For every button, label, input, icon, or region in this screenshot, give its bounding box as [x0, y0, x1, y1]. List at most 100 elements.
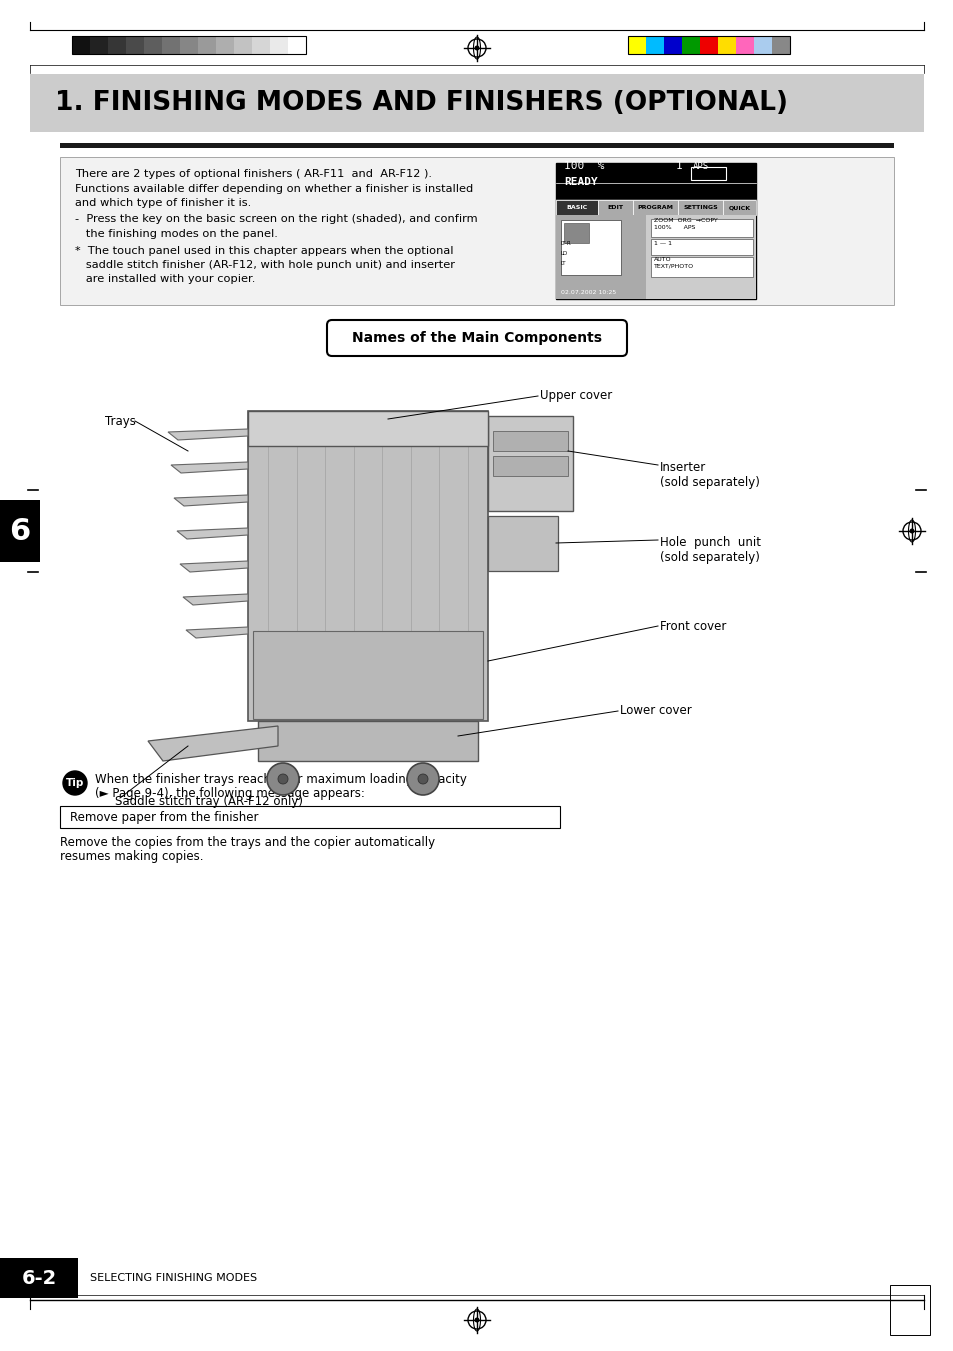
Polygon shape	[173, 494, 248, 507]
Bar	[162, 36, 180, 54]
Bar	[556, 215, 645, 299]
Bar	[71, 36, 90, 54]
Text: 02.07.2002 10:25: 02.07.2002 10:25	[560, 290, 616, 295]
Bar	[60, 157, 893, 305]
Bar	[645, 36, 663, 54]
Text: APS: APS	[692, 162, 708, 172]
Bar	[753, 36, 771, 54]
Circle shape	[63, 771, 87, 794]
Bar	[198, 36, 215, 54]
Polygon shape	[183, 594, 248, 605]
Polygon shape	[177, 528, 248, 539]
Bar	[0, 500, 40, 562]
Text: 6-2: 6-2	[21, 1269, 56, 1288]
Bar	[681, 36, 700, 54]
Bar	[556, 200, 755, 215]
Circle shape	[277, 774, 288, 784]
Text: QUICK: QUICK	[728, 205, 750, 209]
Text: LT: LT	[560, 261, 566, 266]
Bar	[270, 36, 288, 54]
Text: resumes making copies.: resumes making copies.	[60, 850, 203, 863]
Bar	[889, 1285, 929, 1335]
Bar	[556, 215, 755, 299]
Bar	[690, 168, 725, 180]
Text: SELECTING FINISHING MODES: SELECTING FINISHING MODES	[90, 1273, 257, 1283]
Text: Upper cover: Upper cover	[539, 389, 612, 403]
Bar	[633, 200, 678, 215]
Text: Trays: Trays	[105, 415, 135, 427]
Bar	[90, 36, 108, 54]
Text: READY: READY	[563, 177, 598, 186]
Text: There are 2 types of optional finishers ( AR-F11  and  AR-F12 ).: There are 2 types of optional finishers …	[75, 169, 432, 178]
Polygon shape	[180, 561, 248, 571]
Polygon shape	[186, 627, 248, 638]
Text: Hole  punch  unit
(sold separately): Hole punch unit (sold separately)	[659, 536, 760, 563]
Polygon shape	[148, 725, 277, 761]
Bar	[493, 431, 567, 451]
Bar	[627, 36, 789, 54]
Text: Remove paper from the finisher: Remove paper from the finisher	[70, 811, 258, 824]
Text: Remove the copies from the trays and the copier automatically: Remove the copies from the trays and the…	[60, 836, 435, 848]
Text: ZOOM  ORG  →COPY: ZOOM ORG →COPY	[654, 218, 717, 223]
Text: Saddle stitch tray (AR-F12 only): Saddle stitch tray (AR-F12 only)	[115, 794, 303, 808]
Bar	[650, 219, 752, 236]
Polygon shape	[171, 462, 248, 473]
Text: Lower cover: Lower cover	[619, 704, 691, 717]
Bar	[71, 36, 306, 54]
Bar	[650, 239, 752, 255]
Bar	[700, 36, 718, 54]
Text: (► Page 9-4), the following message appears:: (► Page 9-4), the following message appe…	[95, 788, 364, 800]
Bar	[598, 200, 633, 215]
Text: SETTINGS: SETTINGS	[682, 205, 717, 209]
Circle shape	[908, 528, 914, 534]
Text: BASIC: BASIC	[566, 205, 587, 209]
Bar	[248, 411, 488, 721]
Bar	[627, 36, 645, 54]
Bar	[493, 457, 567, 476]
Bar	[108, 36, 126, 54]
Bar	[560, 220, 620, 276]
Bar	[556, 200, 598, 215]
Circle shape	[474, 1317, 479, 1323]
Polygon shape	[168, 430, 248, 440]
Bar	[248, 411, 488, 446]
Text: LT-R: LT-R	[560, 240, 571, 246]
Bar	[722, 200, 755, 215]
Circle shape	[417, 774, 428, 784]
Bar	[678, 200, 722, 215]
Text: Names of the Main Components: Names of the Main Components	[352, 331, 601, 345]
Circle shape	[474, 46, 479, 50]
Bar	[663, 36, 681, 54]
Text: 100%      APS: 100% APS	[654, 226, 695, 230]
Text: Front cover: Front cover	[659, 620, 725, 632]
Bar	[144, 36, 162, 54]
Text: *  The touch panel used in this chapter appears when the optional: * The touch panel used in this chapter a…	[75, 246, 453, 255]
Bar	[718, 36, 735, 54]
Text: Tip: Tip	[66, 778, 84, 788]
Text: Functions available differ depending on whether a finisher is installed: Functions available differ depending on …	[75, 184, 473, 193]
Bar	[126, 36, 144, 54]
Text: When the finisher trays reach their maximum loading capacity: When the finisher trays reach their maxi…	[95, 773, 466, 786]
Bar	[650, 257, 752, 277]
FancyBboxPatch shape	[327, 320, 626, 357]
Text: EDIT: EDIT	[607, 205, 623, 209]
Text: saddle stitch finisher (AR-F12, with hole punch unit) and inserter: saddle stitch finisher (AR-F12, with hol…	[75, 259, 455, 270]
Text: Inserter
(sold separately): Inserter (sold separately)	[659, 461, 760, 489]
Text: AUTO: AUTO	[654, 257, 671, 262]
Bar	[556, 163, 755, 299]
Bar	[735, 36, 753, 54]
Bar	[60, 807, 559, 828]
Text: 1 — 1: 1 — 1	[654, 240, 671, 246]
Text: 1. FINISHING MODES AND FINISHERS (OPTIONAL): 1. FINISHING MODES AND FINISHERS (OPTION…	[55, 91, 787, 116]
Text: 1: 1	[676, 161, 682, 172]
Text: LD: LD	[560, 251, 568, 255]
Bar	[233, 36, 252, 54]
Circle shape	[407, 763, 438, 794]
Bar	[215, 36, 233, 54]
Text: and which type of finisher it is.: and which type of finisher it is.	[75, 199, 251, 208]
Text: PROGRAM: PROGRAM	[637, 205, 673, 209]
Text: TEXT/PHOTO: TEXT/PHOTO	[654, 263, 694, 269]
Bar	[288, 36, 306, 54]
Text: 6: 6	[10, 516, 30, 546]
Bar	[0, 1258, 78, 1298]
